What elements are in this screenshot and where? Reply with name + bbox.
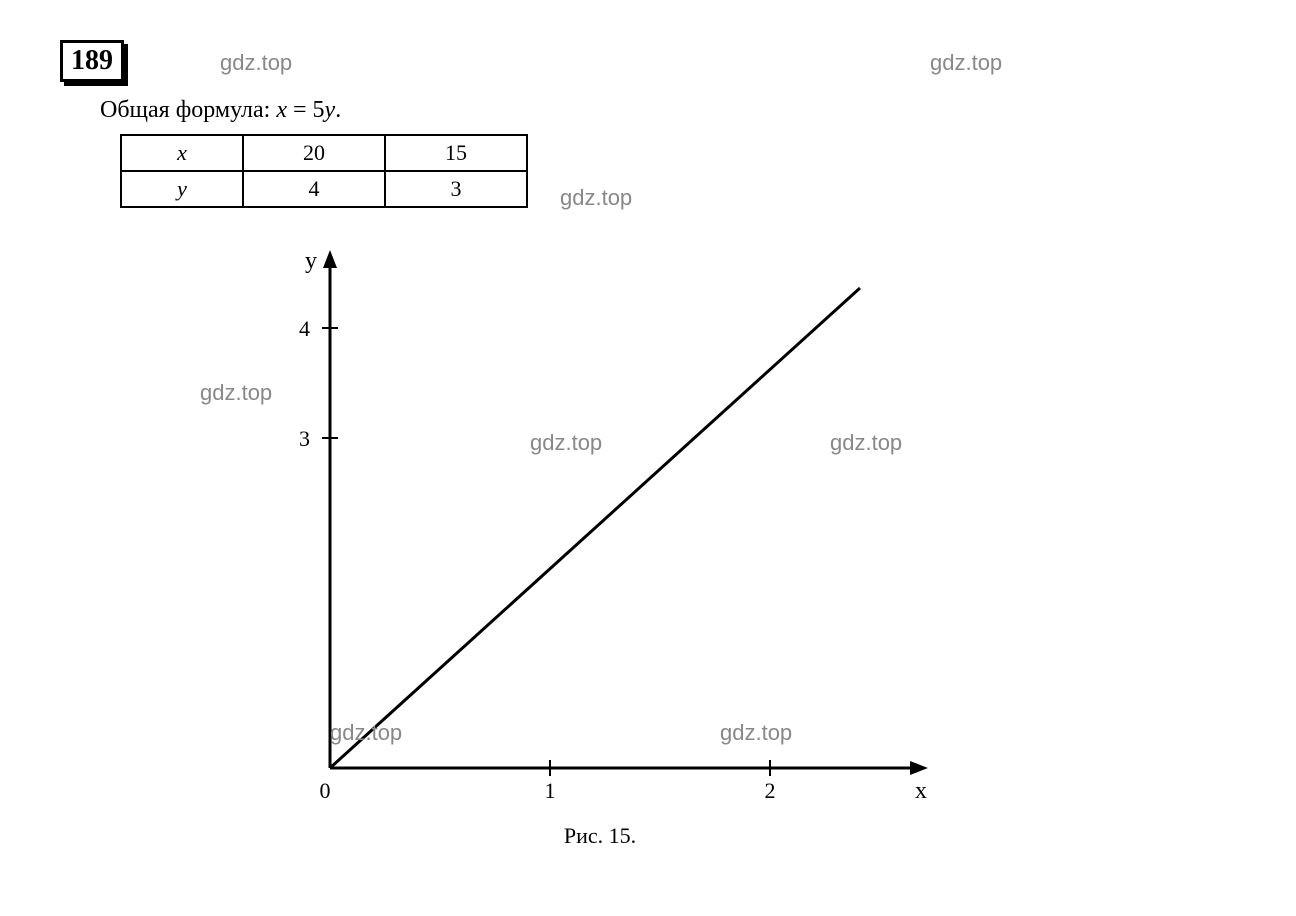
table-cell: 3	[385, 171, 527, 207]
svg-text:4: 4	[299, 316, 310, 341]
table-cell: 15	[385, 135, 527, 171]
svg-text:3: 3	[299, 426, 310, 451]
table-cell-label: y	[121, 171, 243, 207]
table-cell: 20	[243, 135, 385, 171]
exercise-number-box: 189	[60, 40, 1236, 97]
line-chart: y x 0 1 2 3 4	[240, 238, 960, 818]
formula-label: Общая формула:	[100, 97, 270, 123]
svg-text:y: y	[305, 248, 317, 274]
watermark: gdz.top	[560, 185, 632, 211]
formula-line: Общая формула: x = 5y.	[100, 97, 1236, 124]
svg-text:0: 0	[320, 778, 331, 803]
table-cell-label: x	[121, 135, 243, 171]
table-cell: 4	[243, 171, 385, 207]
svg-text:x: x	[915, 778, 927, 804]
data-table: x 20 15 y 4 3	[120, 134, 528, 208]
svg-text:2: 2	[765, 778, 776, 803]
formula-end: .	[335, 97, 341, 123]
formula-eq: = 5	[287, 97, 325, 123]
table-row: x 20 15	[121, 135, 527, 171]
svg-text:1: 1	[545, 778, 556, 803]
chart-caption: Рис. 15.	[240, 823, 960, 849]
exercise-number: 189	[60, 40, 124, 82]
table-row: y 4 3	[121, 171, 527, 207]
formula-var1: x	[276, 97, 287, 123]
chart-container: y x 0 1 2 3 4 Рис. 15.	[240, 238, 1236, 849]
formula-var2: y	[325, 97, 336, 123]
